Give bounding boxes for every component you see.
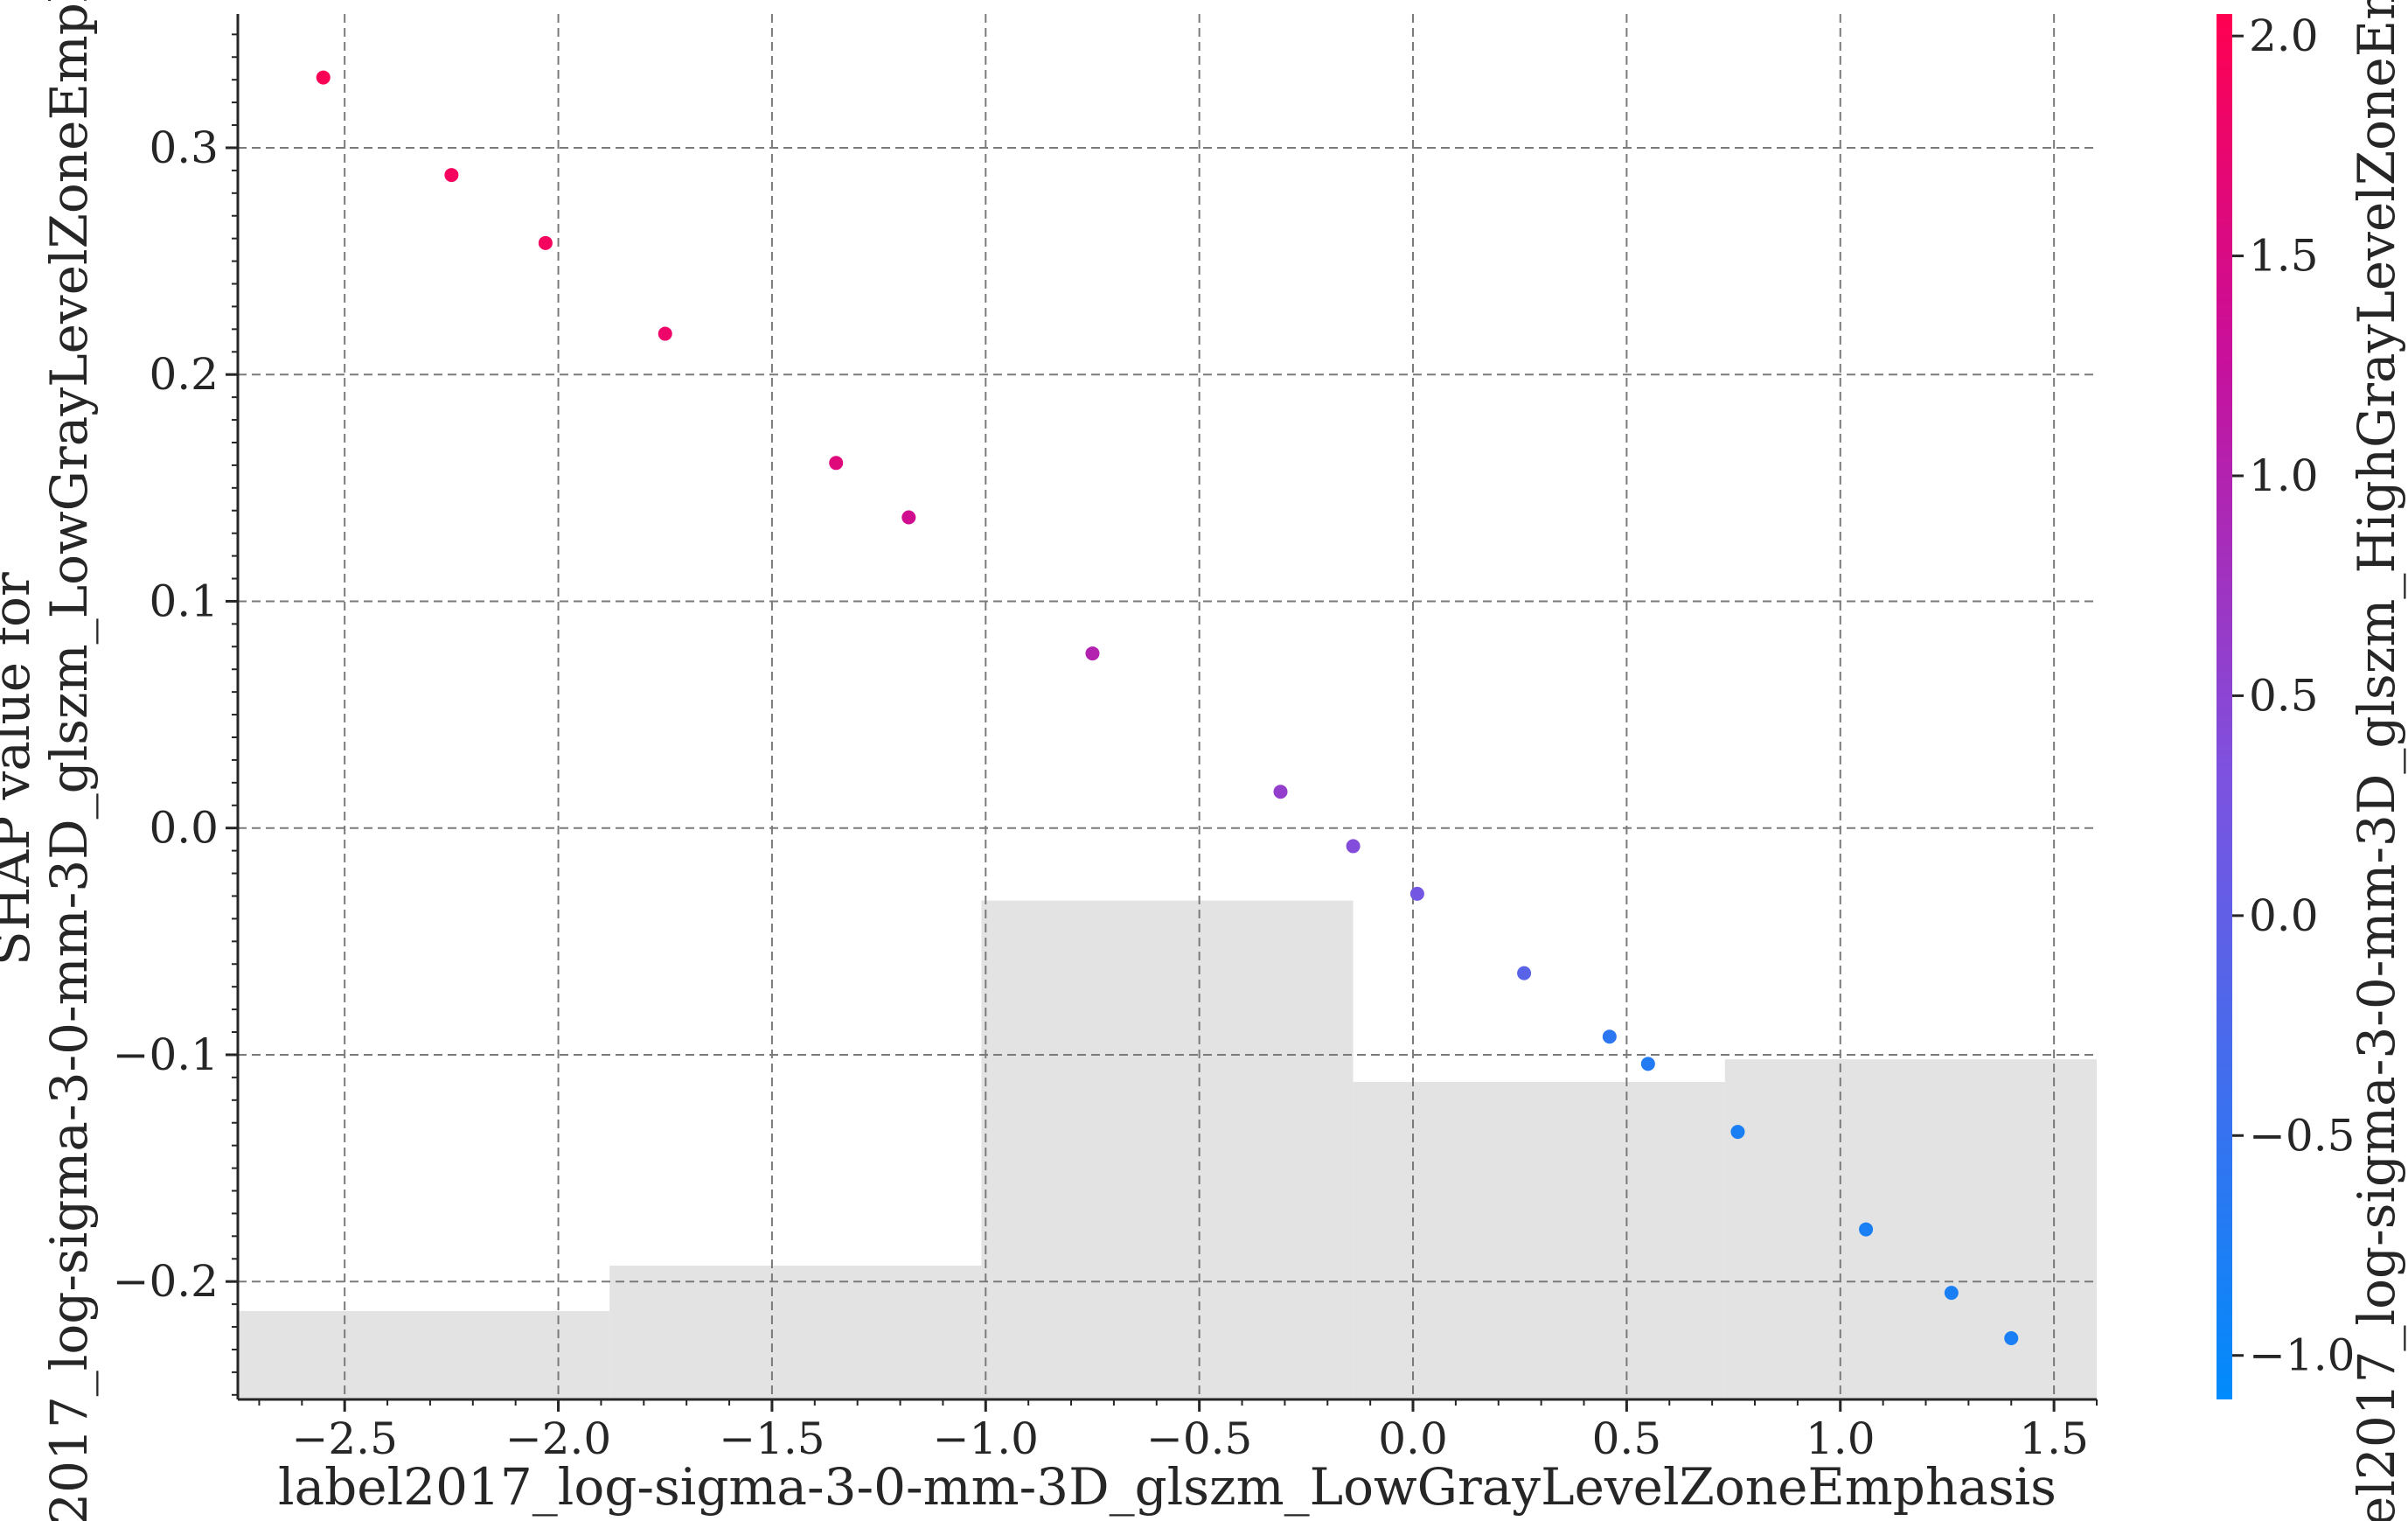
data-point: [1944, 1286, 1959, 1301]
x-tick-label: −2.0: [505, 1413, 611, 1464]
feature-histogram: [238, 900, 2097, 1399]
data-point: [1640, 1057, 1655, 1071]
data-point: [829, 456, 844, 471]
x-tick-label: 1.5: [2019, 1413, 2089, 1464]
y-tick-label: −0.2: [113, 1256, 219, 1307]
y-axis-label-line-1: SHAP value for: [0, 572, 41, 966]
scatter-points: [316, 70, 2019, 1346]
x-axis-label: label2017_log-sigma-3-0-mm-3D_glszm_LowG…: [278, 1457, 2057, 1517]
data-point: [658, 326, 672, 341]
colorbar-tick-label: −0.5: [2249, 1110, 2355, 1161]
colorbar-tick-label: 1.5: [2249, 231, 2319, 282]
y-tick-label: −0.1: [113, 1029, 219, 1080]
y-tick-label: 0.2: [149, 349, 219, 400]
y-tick-label: 0.1: [149, 576, 219, 626]
x-tick-label: −1.5: [719, 1413, 825, 1464]
data-point: [1859, 1222, 1874, 1237]
data-point: [1730, 1125, 1745, 1140]
data-point: [1085, 646, 1100, 661]
histogram-bar: [238, 1310, 610, 1399]
histogram-bar: [1724, 1059, 2097, 1399]
y-axis-label-line-2: label2017_log-sigma-3-0-mm-3D_glszm_LowG…: [39, 0, 99, 1521]
data-point: [444, 168, 459, 183]
data-point: [316, 70, 331, 85]
colorbar: −1.0 −0.5 0.0 0.5 1.0 1.5 2.0 label2017_log-si…: [2217, 0, 2406, 1521]
y-axis-label: SHAP value for label2017_log-sigma-3-0-m…: [0, 0, 99, 1521]
x-tick-label: 0.5: [1592, 1413, 1662, 1464]
colorbar-ticks: −1.0 −0.5 0.0 0.5 1.0 1.5 2.0: [2232, 10, 2355, 1381]
data-point: [1602, 1029, 1617, 1044]
data-point: [1517, 966, 1532, 980]
colorbar-label: label2017_log-sigma-3-0-mm-3D_glszm_High…: [2347, 0, 2406, 1521]
x-tick-label: 0.0: [1378, 1413, 1448, 1464]
gridlines: [238, 14, 2097, 1399]
data-point: [901, 510, 916, 525]
colorbar-tick-label: 0.5: [2249, 670, 2319, 721]
histogram-bar: [609, 1266, 982, 1399]
colorbar-gradient: [2217, 14, 2232, 1399]
colorbar-tick-label: −1.0: [2249, 1330, 2355, 1381]
x-tick-label: −2.5: [291, 1413, 397, 1464]
x-tick-label: −1.0: [933, 1413, 1039, 1464]
data-point: [1346, 839, 1361, 854]
x-axis-ticks: −2.5 −2.0 −1.5 −1.0 −0.5 0.0 0.5 1.0 1.5: [258, 1399, 2098, 1464]
data-point: [1409, 886, 1424, 901]
histogram-bar: [1353, 1082, 1725, 1399]
histogram-bar: [981, 900, 1354, 1399]
y-axis-ticks: −0.2 −0.1 0.0 0.1 0.2 0.3: [113, 33, 238, 1396]
colorbar-tick-label: 1.0: [2249, 450, 2319, 501]
x-tick-label: 1.0: [1806, 1413, 1876, 1464]
colorbar-tick-label: 0.0: [2249, 890, 2319, 941]
colorbar-tick-label: 2.0: [2249, 10, 2319, 61]
data-point: [2004, 1331, 2019, 1346]
y-tick-label: 0.0: [149, 803, 219, 854]
data-point: [1273, 785, 1288, 799]
data-point: [538, 235, 553, 250]
x-tick-label: −0.5: [1146, 1413, 1252, 1464]
y-tick-label: 0.3: [149, 122, 219, 173]
